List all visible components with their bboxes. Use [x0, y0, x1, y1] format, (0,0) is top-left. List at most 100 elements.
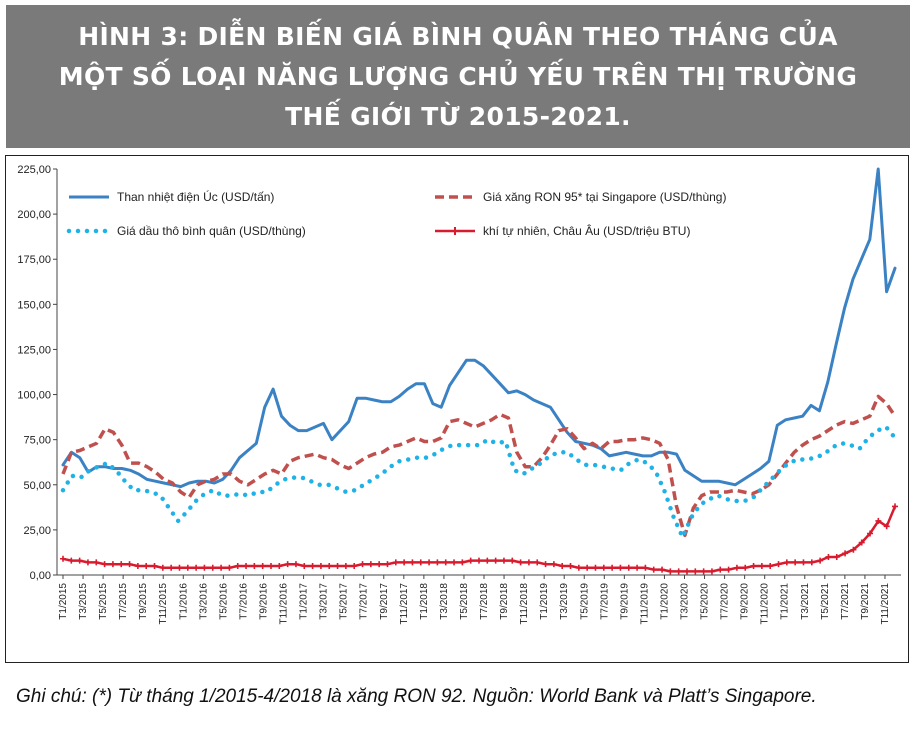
series-line	[60, 424, 898, 540]
data-point	[625, 564, 632, 571]
data-point	[151, 562, 158, 569]
x-tick-label: T3/2018	[439, 583, 450, 620]
data-point	[500, 557, 507, 564]
data-point	[168, 564, 175, 571]
x-tick-label: T11/2021	[880, 583, 891, 625]
x-tick-label: T11/2018	[519, 583, 530, 625]
data-point	[426, 559, 433, 566]
x-tick-label: T3/2016	[198, 583, 209, 620]
x-tick-label: T11/2020	[760, 583, 771, 625]
data-point	[384, 561, 391, 568]
y-tick-label: 200,00	[17, 209, 51, 221]
x-tick-label: T11/2017	[399, 583, 410, 625]
data-point	[609, 564, 616, 571]
series-line	[61, 167, 897, 489]
data-point	[550, 561, 557, 568]
x-tick-label: T7/2019	[599, 583, 610, 620]
data-point	[617, 564, 624, 571]
x-tick-label: T7/2016	[238, 583, 249, 620]
data-point	[484, 557, 491, 564]
x-tick-label: T3/2020	[679, 583, 690, 620]
data-point	[292, 561, 299, 568]
x-tick-label: T9/2016	[258, 583, 269, 620]
data-point	[392, 559, 399, 566]
data-point	[342, 562, 349, 569]
data-point	[476, 557, 482, 564]
data-point	[417, 559, 424, 566]
data-point	[193, 564, 200, 571]
data-point	[434, 559, 441, 566]
x-tick-label: T1/2018	[419, 583, 430, 620]
chart-frame	[5, 155, 909, 663]
data-point	[700, 568, 707, 575]
data-point	[525, 559, 532, 566]
series-4	[60, 503, 898, 575]
x-tick-label: T1/2020	[659, 583, 670, 620]
x-tick-label: T1/2021	[780, 583, 791, 620]
data-point	[567, 562, 574, 569]
data-point	[675, 568, 682, 575]
data-point	[509, 557, 516, 564]
data-point	[201, 564, 208, 571]
data-point	[276, 562, 283, 569]
data-point	[742, 564, 749, 571]
x-tick-label: T9/2017	[379, 583, 390, 620]
data-point	[692, 568, 699, 575]
data-point	[118, 561, 125, 568]
x-tick-label: T11/2019	[639, 583, 650, 625]
data-point	[659, 566, 666, 573]
data-point	[326, 562, 333, 569]
y-tick-label: 125,00	[17, 344, 51, 356]
data-point	[559, 562, 566, 569]
series-layer	[60, 167, 898, 575]
x-tick-label: T3/2017	[319, 583, 330, 620]
data-point	[176, 564, 183, 571]
data-point	[842, 550, 849, 557]
data-point	[401, 559, 408, 566]
legend-label: Giá xăng RON 95* tại Singapore (USD/thùn…	[483, 190, 726, 204]
data-point	[733, 564, 740, 571]
data-point	[226, 564, 233, 571]
data-point	[717, 566, 724, 573]
data-point	[783, 559, 790, 566]
data-point	[243, 562, 250, 569]
data-point	[234, 562, 241, 569]
data-point	[359, 561, 366, 568]
source-note: Ghi chú: (*) Từ tháng 1/2015-4/2018 là x…	[16, 686, 817, 707]
data-point	[708, 568, 715, 575]
data-point	[209, 564, 216, 571]
data-point	[775, 561, 782, 568]
data-point	[259, 562, 266, 569]
x-tick-label: T11/2016	[279, 583, 290, 625]
data-point	[542, 561, 549, 568]
data-point	[218, 564, 225, 571]
data-point	[833, 553, 840, 560]
data-point	[134, 562, 141, 569]
data-point	[442, 559, 449, 566]
x-tick-label: T5/2021	[820, 583, 831, 620]
y-tick-label: 175,00	[17, 254, 51, 266]
x-tick-label: T1/2019	[539, 583, 550, 620]
title-banner: HÌNH 3: DIỄN BIẾN GIÁ BÌNH QUÂN THEO THÁ…	[6, 5, 910, 148]
x-tick-label: T9/2020	[740, 583, 751, 620]
legend-label: khí tự nhiên, Châu Âu (USD/triệu BTU)	[483, 223, 690, 238]
chart-title: HÌNH 3: DIỄN BIẾN GIÁ BÌNH QUÂN THEO THÁ…	[58, 21, 858, 131]
data-point	[825, 553, 832, 560]
x-tick-label: T7/2021	[840, 583, 851, 620]
x-tick-label: T7/2018	[479, 583, 490, 620]
data-point	[251, 562, 258, 569]
series-1	[61, 167, 897, 489]
y-tick-label: 0,00	[30, 570, 51, 582]
x-tick-label: T9/2018	[499, 583, 510, 620]
data-point	[850, 546, 857, 553]
x-tick-label: T5/2017	[339, 583, 350, 620]
axes: 0,00 25,00 50,00 75,00 100,00 125,00 150,00 175…	[17, 164, 901, 625]
x-tick-label: T9/2015	[138, 583, 149, 620]
x-tick-label: T1/2016	[178, 583, 189, 620]
data-point	[68, 557, 75, 564]
data-point	[892, 503, 898, 510]
data-point	[351, 562, 358, 569]
data-point	[459, 559, 466, 566]
x-tick-label: T5/2020	[700, 583, 711, 620]
data-point	[284, 561, 291, 568]
